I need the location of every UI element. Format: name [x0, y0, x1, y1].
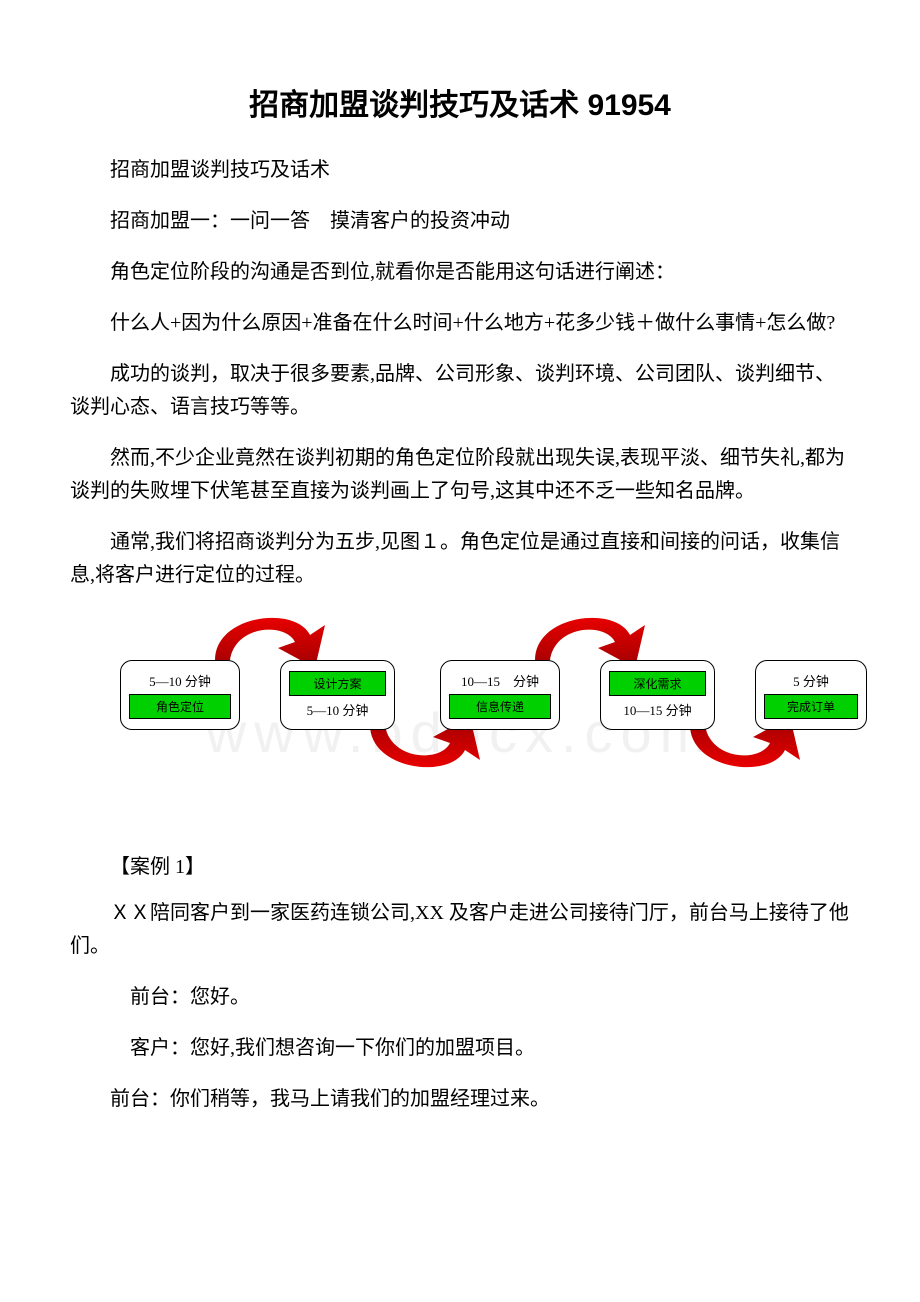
flowchart-step-3: 10—15 分钟信息传递: [440, 660, 560, 730]
paragraph-3: 角色定位阶段的沟通是否到位,就看你是否能用这句话进行阐述：: [70, 256, 850, 289]
flowchart-step-1: 5—10 分钟角色定位: [120, 660, 240, 730]
step-time-label: 10—15 分钟: [449, 671, 551, 690]
paragraph-7: 通常,我们将招商谈判分为五步,见图１。角色定位是通过直接和间接的问话，收集信息,…: [70, 526, 850, 592]
step-label-tag: 深化需求: [609, 671, 706, 696]
paragraph-5: 成功的谈判，取决于很多要素,品牌、公司形象、谈判环境、公司团队、谈判细节、谈判心…: [70, 358, 850, 424]
step-time-label: 5—10 分钟: [129, 671, 231, 690]
step-time-label: 10—15 分钟: [609, 700, 706, 719]
paragraph-4: 什么人+因为什么原因+准备在什么时间+什么地方+花多少钱＋做什么事情+怎么做?: [70, 307, 850, 340]
case-paragraph-4: 前台：你们稍等，我马上请我们的加盟经理过来。: [70, 1083, 850, 1116]
paragraph-1: 招商加盟谈判技巧及话术: [70, 154, 850, 187]
step-label-tag: 完成订单: [764, 694, 858, 719]
case-heading: 【案例 1】: [70, 850, 850, 879]
flowchart-step-2: 设计方案 5—10 分钟: [280, 660, 395, 730]
flowchart-diagram: 5—10 分钟角色定位设计方案5—10 分钟10—15 分钟信息传递深化需求10…: [100, 610, 850, 820]
step-time-label: 5 分钟: [764, 671, 858, 690]
step-label-tag: 信息传递: [449, 694, 551, 719]
flowchart-step-5: 5 分钟完成订单: [755, 660, 867, 730]
case-paragraph-1: ＸＸ陪同客户到一家医药连锁公司,XX 及客户走进公司接待门厅，前台马上接待了他们…: [70, 897, 850, 963]
page-title: 招商加盟谈判技巧及话术 91954: [70, 80, 850, 124]
case-paragraph-2: 前台：您好。: [70, 981, 850, 1014]
step-time-label: 5—10 分钟: [289, 700, 386, 719]
flowchart-step-4: 深化需求 10—15 分钟: [600, 660, 715, 730]
paragraph-6: 然而,不少企业竟然在谈判初期的角色定位阶段就出现失误,表现平淡、细节失礼,都为谈…: [70, 442, 850, 508]
step-label-tag: 设计方案: [289, 671, 386, 696]
paragraph-2: 招商加盟一：一问一答 摸清客户的投资冲动: [70, 205, 850, 238]
step-label-tag: 角色定位: [129, 694, 231, 719]
case-paragraph-3: 客户：您好,我们想咨询一下你们的加盟项目。: [70, 1032, 850, 1065]
